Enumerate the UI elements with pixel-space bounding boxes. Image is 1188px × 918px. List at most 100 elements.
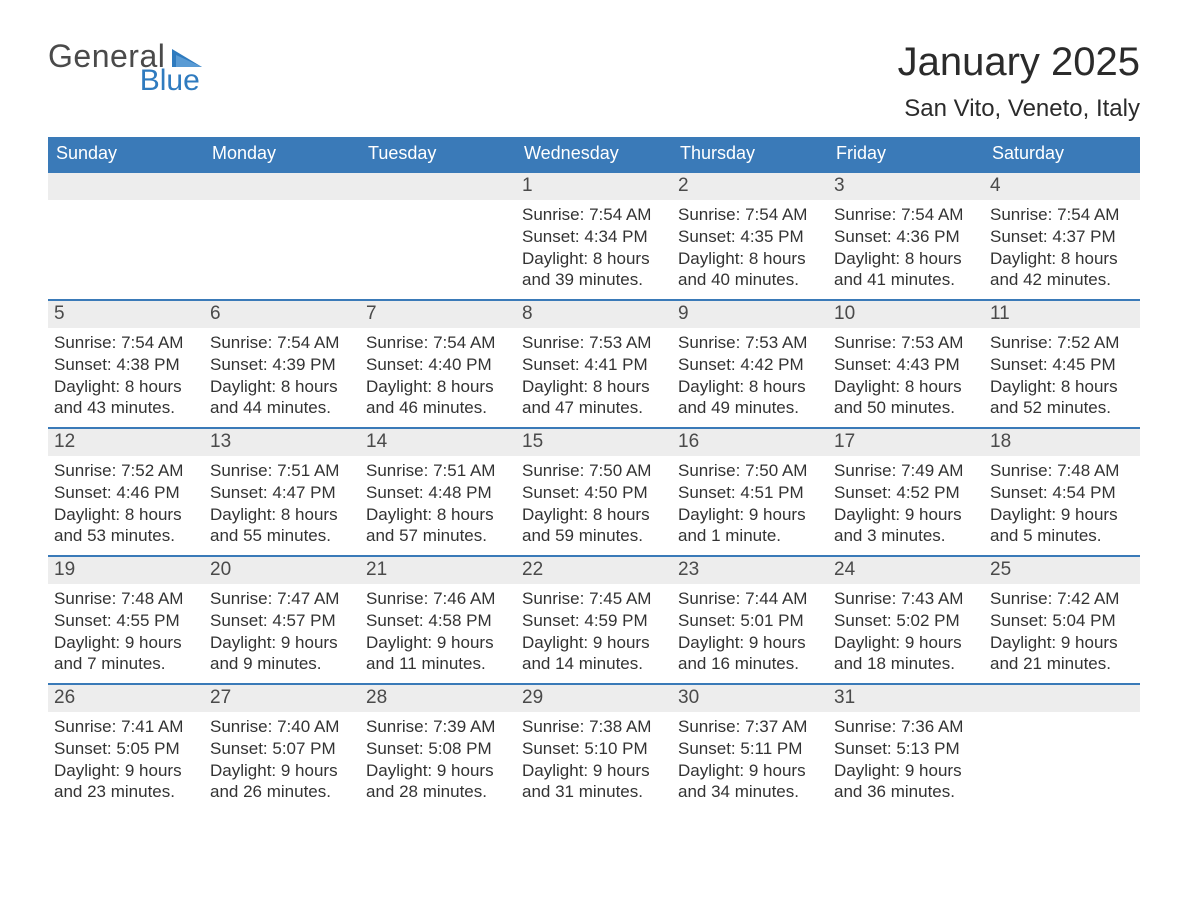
day-sunset: Sunset: 4:37 PM: [990, 226, 1134, 248]
week-row: 26Sunrise: 7:41 AMSunset: 5:05 PMDayligh…: [48, 683, 1140, 811]
day-sunset: Sunset: 4:51 PM: [678, 482, 822, 504]
day-body: Sunrise: 7:53 AMSunset: 4:43 PMDaylight:…: [828, 328, 984, 425]
day-daylight2: and 55 minutes.: [210, 525, 354, 547]
day-daylight2: and 43 minutes.: [54, 397, 198, 419]
title-block: January 2025 San Vito, Veneto, Italy: [898, 40, 1140, 131]
day-body: Sunrise: 7:51 AMSunset: 4:48 PMDaylight:…: [360, 456, 516, 553]
week-row: 19Sunrise: 7:48 AMSunset: 4:55 PMDayligh…: [48, 555, 1140, 683]
day-sunrise: Sunrise: 7:53 AM: [522, 332, 666, 354]
day-sunset: Sunset: 4:36 PM: [834, 226, 978, 248]
day-sunset: Sunset: 5:04 PM: [990, 610, 1134, 632]
day-cell: 16Sunrise: 7:50 AMSunset: 4:51 PMDayligh…: [672, 429, 828, 555]
day-daylight2: and 18 minutes.: [834, 653, 978, 675]
day-cell: 29Sunrise: 7:38 AMSunset: 5:10 PMDayligh…: [516, 685, 672, 811]
day-sunrise: Sunrise: 7:37 AM: [678, 716, 822, 738]
day-daylight1: Daylight: 8 hours: [366, 376, 510, 398]
day-daylight1: Daylight: 8 hours: [210, 376, 354, 398]
day-cell: 5Sunrise: 7:54 AMSunset: 4:38 PMDaylight…: [48, 301, 204, 427]
day-number: 5: [48, 301, 204, 328]
day-cell: 23Sunrise: 7:44 AMSunset: 5:01 PMDayligh…: [672, 557, 828, 683]
day-sunrise: Sunrise: 7:54 AM: [522, 204, 666, 226]
week-row: 12Sunrise: 7:52 AMSunset: 4:46 PMDayligh…: [48, 427, 1140, 555]
day-body: Sunrise: 7:37 AMSunset: 5:11 PMDaylight:…: [672, 712, 828, 809]
day-daylight1: Daylight: 9 hours: [834, 504, 978, 526]
day-sunset: Sunset: 4:46 PM: [54, 482, 198, 504]
day-sunrise: Sunrise: 7:41 AM: [54, 716, 198, 738]
day-sunrise: Sunrise: 7:51 AM: [366, 460, 510, 482]
day-body: Sunrise: 7:43 AMSunset: 5:02 PMDaylight:…: [828, 584, 984, 681]
day-sunset: Sunset: 5:08 PM: [366, 738, 510, 760]
day-body: Sunrise: 7:50 AMSunset: 4:50 PMDaylight:…: [516, 456, 672, 553]
day-cell: 1Sunrise: 7:54 AMSunset: 4:34 PMDaylight…: [516, 173, 672, 299]
day-daylight1: Daylight: 8 hours: [990, 376, 1134, 398]
day-daylight2: and 57 minutes.: [366, 525, 510, 547]
day-number: 31: [828, 685, 984, 712]
day-of-week-header: Sunday Monday Tuesday Wednesday Thursday…: [48, 137, 1140, 171]
day-body: Sunrise: 7:53 AMSunset: 4:41 PMDaylight:…: [516, 328, 672, 425]
day-daylight2: and 41 minutes.: [834, 269, 978, 291]
day-number: 9: [672, 301, 828, 328]
day-cell: [48, 173, 204, 299]
day-number: 2: [672, 173, 828, 200]
day-sunset: Sunset: 5:13 PM: [834, 738, 978, 760]
day-sunrise: Sunrise: 7:53 AM: [834, 332, 978, 354]
day-number: 21: [360, 557, 516, 584]
day-body: Sunrise: 7:46 AMSunset: 4:58 PMDaylight:…: [360, 584, 516, 681]
day-cell: 31Sunrise: 7:36 AMSunset: 5:13 PMDayligh…: [828, 685, 984, 811]
day-daylight1: Daylight: 9 hours: [522, 760, 666, 782]
day-body: Sunrise: 7:42 AMSunset: 5:04 PMDaylight:…: [984, 584, 1140, 681]
day-cell: 6Sunrise: 7:54 AMSunset: 4:39 PMDaylight…: [204, 301, 360, 427]
day-sunset: Sunset: 4:35 PM: [678, 226, 822, 248]
day-daylight2: and 36 minutes.: [834, 781, 978, 803]
day-daylight2: and 3 minutes.: [834, 525, 978, 547]
day-sunset: Sunset: 4:57 PM: [210, 610, 354, 632]
day-body: Sunrise: 7:54 AMSunset: 4:37 PMDaylight:…: [984, 200, 1140, 297]
day-body: Sunrise: 7:45 AMSunset: 4:59 PMDaylight:…: [516, 584, 672, 681]
day-sunset: Sunset: 4:55 PM: [54, 610, 198, 632]
empty-day-strip: [48, 173, 204, 200]
day-daylight2: and 40 minutes.: [678, 269, 822, 291]
month-title: January 2025: [898, 40, 1140, 85]
dow-sunday: Sunday: [48, 137, 204, 171]
day-number: 4: [984, 173, 1140, 200]
day-body: Sunrise: 7:54 AMSunset: 4:35 PMDaylight:…: [672, 200, 828, 297]
day-body: Sunrise: 7:38 AMSunset: 5:10 PMDaylight:…: [516, 712, 672, 809]
day-sunset: Sunset: 5:05 PM: [54, 738, 198, 760]
day-body: Sunrise: 7:48 AMSunset: 4:54 PMDaylight:…: [984, 456, 1140, 553]
day-sunset: Sunset: 5:07 PM: [210, 738, 354, 760]
day-number: 17: [828, 429, 984, 456]
day-daylight2: and 49 minutes.: [678, 397, 822, 419]
dow-friday: Friday: [828, 137, 984, 171]
day-sunset: Sunset: 4:38 PM: [54, 354, 198, 376]
day-daylight1: Daylight: 9 hours: [522, 632, 666, 654]
day-daylight2: and 21 minutes.: [990, 653, 1134, 675]
day-body: Sunrise: 7:48 AMSunset: 4:55 PMDaylight:…: [48, 584, 204, 681]
day-sunset: Sunset: 4:59 PM: [522, 610, 666, 632]
day-sunrise: Sunrise: 7:48 AM: [54, 588, 198, 610]
day-body: Sunrise: 7:54 AMSunset: 4:36 PMDaylight:…: [828, 200, 984, 297]
logo-word-blue: Blue: [140, 66, 200, 96]
day-daylight1: Daylight: 8 hours: [522, 376, 666, 398]
day-daylight2: and 1 minute.: [678, 525, 822, 547]
day-sunset: Sunset: 4:54 PM: [990, 482, 1134, 504]
header: General Blue January 2025 San Vito, Vene…: [48, 40, 1140, 131]
day-number: 8: [516, 301, 672, 328]
day-daylight1: Daylight: 9 hours: [678, 760, 822, 782]
day-daylight1: Daylight: 8 hours: [522, 248, 666, 270]
day-sunrise: Sunrise: 7:53 AM: [678, 332, 822, 354]
dow-tuesday: Tuesday: [360, 137, 516, 171]
day-sunset: Sunset: 5:11 PM: [678, 738, 822, 760]
day-sunrise: Sunrise: 7:45 AM: [522, 588, 666, 610]
day-daylight2: and 9 minutes.: [210, 653, 354, 675]
day-daylight2: and 11 minutes.: [366, 653, 510, 675]
day-sunset: Sunset: 4:47 PM: [210, 482, 354, 504]
day-number: 13: [204, 429, 360, 456]
day-sunrise: Sunrise: 7:52 AM: [990, 332, 1134, 354]
day-number: 27: [204, 685, 360, 712]
day-number: 28: [360, 685, 516, 712]
day-sunrise: Sunrise: 7:54 AM: [990, 204, 1134, 226]
day-cell: 30Sunrise: 7:37 AMSunset: 5:11 PMDayligh…: [672, 685, 828, 811]
day-sunset: Sunset: 4:34 PM: [522, 226, 666, 248]
day-daylight2: and 52 minutes.: [990, 397, 1134, 419]
day-body: Sunrise: 7:40 AMSunset: 5:07 PMDaylight:…: [204, 712, 360, 809]
